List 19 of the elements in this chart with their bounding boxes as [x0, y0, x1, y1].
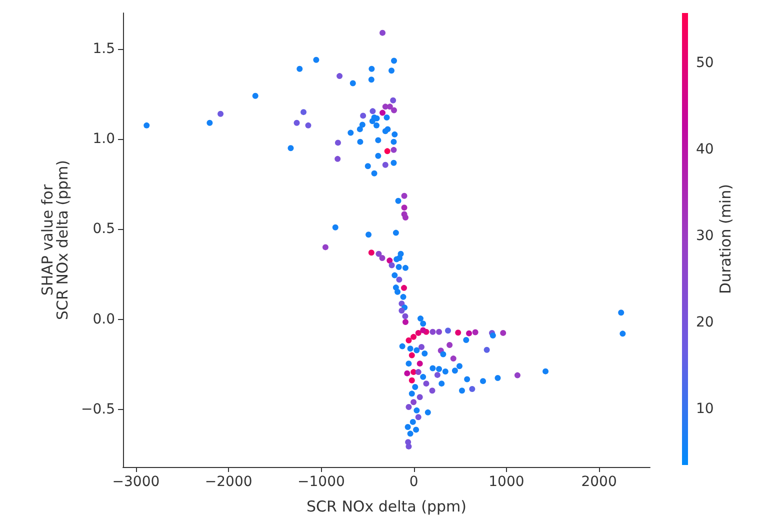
y-tick-label: 1.0	[92, 131, 115, 148]
x-tick-label: 0	[409, 474, 418, 490]
color-bar-title: Duration (min)	[716, 184, 734, 294]
y-axis-title: SHAP value for SCR NOx delta (ppm)	[38, 160, 72, 320]
color-bar-label: 20	[696, 314, 714, 330]
x-tick-label: −2000	[204, 474, 252, 490]
y-tick-label: 0.0	[92, 311, 115, 328]
color-bar-label: 40	[696, 142, 714, 158]
color-bar-label: 50	[696, 55, 714, 72]
color-bar-label: 10	[696, 400, 714, 417]
x-tick-label: 1000	[488, 474, 524, 490]
x-axis-title: SCR NOx delta (ppm)	[306, 498, 466, 516]
x-tick-label: −3000	[112, 474, 160, 490]
x-tick-label: −1000	[298, 474, 345, 490]
y-tick-label: −0.5	[81, 401, 115, 418]
y-tick-label: 1.5	[92, 41, 115, 58]
x-tick-label: 2000	[581, 474, 617, 490]
color-bar-label: 30	[696, 228, 714, 244]
y-tick-label: 0.5	[92, 221, 115, 238]
